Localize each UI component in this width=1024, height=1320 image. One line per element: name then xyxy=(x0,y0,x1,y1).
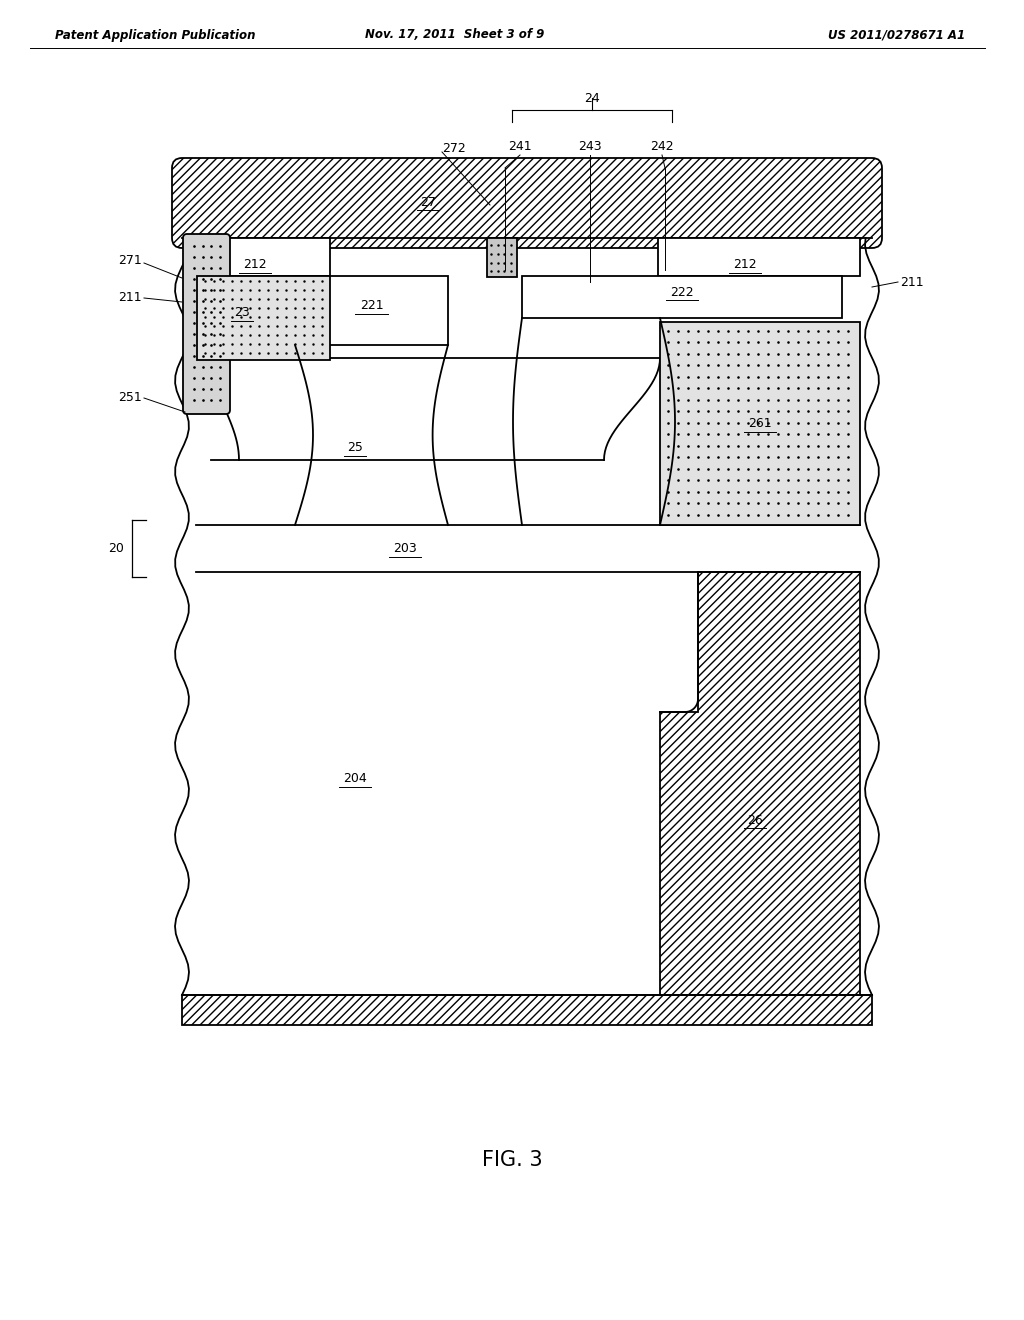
Text: US 2011/0278671 A1: US 2011/0278671 A1 xyxy=(827,29,965,41)
Text: 25: 25 xyxy=(347,441,362,454)
Text: 243: 243 xyxy=(579,140,602,153)
Text: 24: 24 xyxy=(584,91,600,104)
Text: 27: 27 xyxy=(420,195,436,209)
Bar xyxy=(487,238,517,277)
Text: 271: 271 xyxy=(118,253,142,267)
FancyBboxPatch shape xyxy=(183,234,230,414)
Text: 272: 272 xyxy=(442,141,466,154)
Text: 221: 221 xyxy=(359,300,383,312)
Text: 212: 212 xyxy=(733,259,757,272)
Text: 23: 23 xyxy=(234,306,250,319)
FancyBboxPatch shape xyxy=(172,158,882,248)
Text: Nov. 17, 2011  Sheet 3 of 9: Nov. 17, 2011 Sheet 3 of 9 xyxy=(366,29,545,41)
Bar xyxy=(522,276,842,318)
Text: Patent Application Publication: Patent Application Publication xyxy=(55,29,256,41)
Text: 261: 261 xyxy=(749,417,772,430)
Text: 211: 211 xyxy=(119,292,142,305)
Text: 204: 204 xyxy=(343,772,367,785)
Bar xyxy=(658,238,860,276)
Text: 26: 26 xyxy=(748,813,763,826)
Text: 212: 212 xyxy=(243,259,267,272)
Bar xyxy=(295,276,449,345)
Bar xyxy=(197,238,330,276)
Text: 20: 20 xyxy=(109,543,124,554)
Text: 211: 211 xyxy=(900,276,924,289)
Bar xyxy=(197,276,330,360)
Text: 222: 222 xyxy=(670,285,694,298)
Text: 251: 251 xyxy=(118,392,142,404)
Text: 241: 241 xyxy=(508,140,531,153)
Text: 242: 242 xyxy=(650,140,674,153)
Bar xyxy=(660,322,860,525)
Polygon shape xyxy=(660,572,860,995)
Text: 203: 203 xyxy=(393,543,417,554)
Bar xyxy=(182,995,872,1026)
Text: FIG. 3: FIG. 3 xyxy=(481,1150,543,1170)
